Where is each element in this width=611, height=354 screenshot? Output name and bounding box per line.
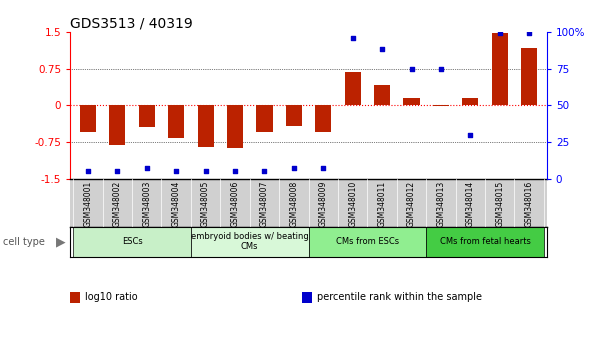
Text: GSM348001: GSM348001: [84, 181, 92, 227]
Text: GSM348007: GSM348007: [260, 181, 269, 227]
Text: GSM348011: GSM348011: [378, 181, 387, 227]
Bar: [257, 105, 273, 132]
Bar: [73, 227, 191, 257]
Point: [260, 169, 269, 174]
Bar: [109, 105, 125, 145]
Bar: [521, 47, 537, 105]
Text: cell type: cell type: [3, 236, 45, 247]
Point: [377, 47, 387, 52]
Text: CMs from fetal hearts: CMs from fetal hearts: [440, 237, 530, 246]
Bar: [80, 105, 96, 132]
Text: GSM348016: GSM348016: [525, 181, 533, 227]
Bar: [227, 105, 243, 148]
Text: GSM348015: GSM348015: [496, 181, 504, 227]
Text: GSM348014: GSM348014: [466, 181, 475, 227]
Bar: [286, 105, 302, 126]
Bar: [315, 105, 331, 132]
Bar: [168, 105, 185, 138]
Text: GSM348010: GSM348010: [348, 181, 357, 227]
Text: GSM348004: GSM348004: [172, 181, 181, 227]
Text: GSM348002: GSM348002: [113, 181, 122, 227]
Bar: [403, 98, 420, 105]
Text: CMs from ESCs: CMs from ESCs: [336, 237, 399, 246]
Point: [171, 169, 181, 174]
Text: ▶: ▶: [56, 235, 66, 248]
Bar: [345, 72, 360, 105]
Text: GSM348009: GSM348009: [319, 181, 327, 227]
Text: GSM348008: GSM348008: [290, 181, 298, 227]
Bar: [492, 33, 508, 105]
Text: GDS3513 / 40319: GDS3513 / 40319: [70, 17, 193, 31]
Point: [318, 165, 328, 171]
Text: embryoid bodies w/ beating
CMs: embryoid bodies w/ beating CMs: [191, 232, 309, 251]
Point: [495, 30, 505, 36]
Text: GSM348006: GSM348006: [230, 181, 240, 227]
Text: GSM348005: GSM348005: [201, 181, 210, 227]
Bar: [433, 105, 449, 106]
Point: [200, 169, 210, 174]
Point: [83, 169, 93, 174]
Bar: [309, 227, 426, 257]
Bar: [426, 227, 544, 257]
Point: [230, 169, 240, 174]
Point: [407, 66, 417, 72]
Text: GSM348003: GSM348003: [142, 181, 152, 227]
Bar: [463, 98, 478, 105]
Bar: [191, 227, 309, 257]
Point: [436, 66, 446, 72]
Text: percentile rank within the sample: percentile rank within the sample: [317, 292, 482, 302]
Point: [142, 165, 152, 171]
Text: log10 ratio: log10 ratio: [85, 292, 137, 302]
Bar: [197, 105, 214, 147]
Bar: [139, 105, 155, 127]
Text: GSM348012: GSM348012: [407, 181, 416, 227]
Text: ESCs: ESCs: [122, 237, 142, 246]
Point: [348, 35, 357, 41]
Point: [289, 165, 299, 171]
Point: [112, 169, 122, 174]
Text: GSM348013: GSM348013: [436, 181, 445, 227]
Point: [466, 132, 475, 137]
Bar: [374, 85, 390, 105]
Point: [524, 30, 534, 36]
